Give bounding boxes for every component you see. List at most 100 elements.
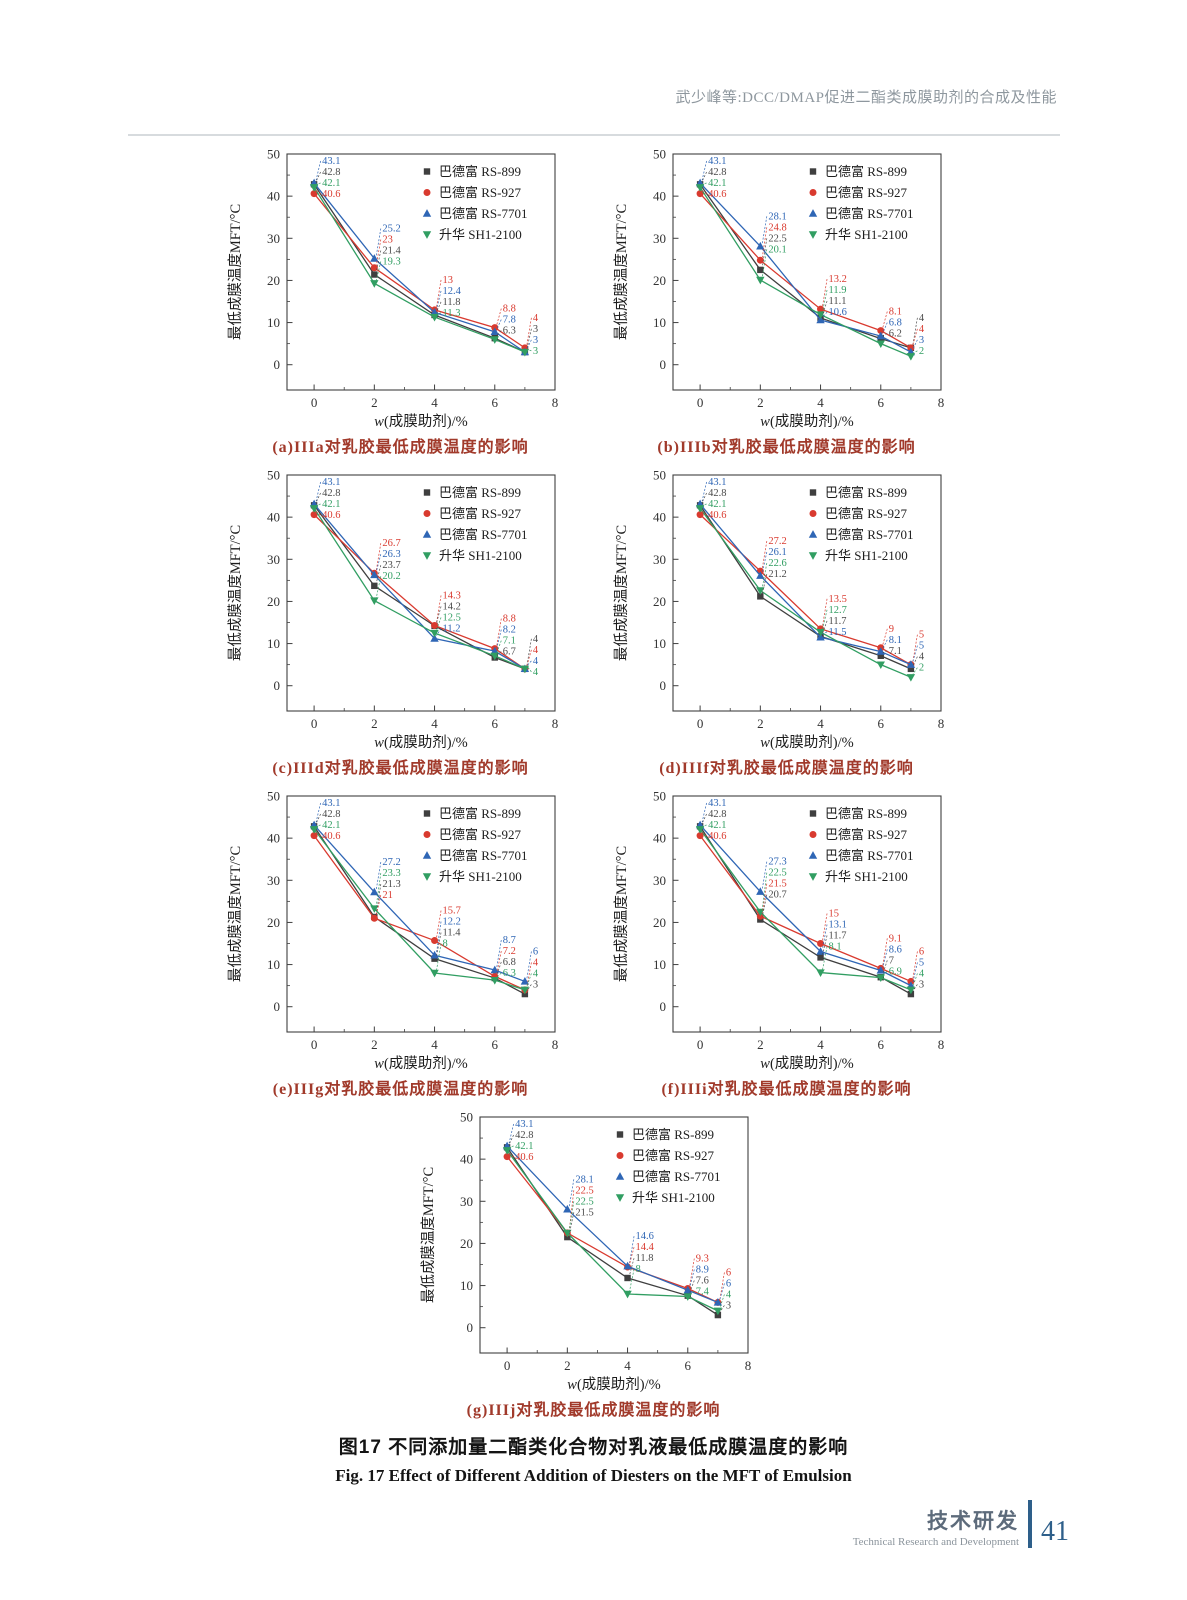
series-巴德富 RS-927	[310, 832, 528, 994]
line-chart-a: 0 10 20 30 40 50 0 2 4 6 8 w(成膜助剂)/% 最低成膜温度MFT/°C 43.…	[227, 147, 558, 431]
series-巴德富 RS-7701	[695, 499, 915, 668]
point-label: 2	[918, 663, 923, 674]
point-label: 20.2	[382, 571, 400, 582]
plot-box	[671, 474, 942, 712]
footer-section-zh: 技术研发	[927, 1510, 1019, 1533]
legend-label: 巴德富 RS-927	[825, 827, 907, 842]
legend-label: 升华 SH1-2100	[825, 227, 908, 242]
y-tick-label: 50	[267, 789, 280, 804]
point-label: 40.6	[708, 510, 726, 521]
point-label: 14.6	[635, 1231, 653, 1242]
point-label: 40.6	[322, 510, 340, 521]
y-tick-label: 10	[267, 315, 280, 330]
series-升华 SH1-2100	[695, 505, 915, 682]
point-label: 40.6	[708, 831, 726, 842]
point-label: 11.7	[828, 616, 846, 627]
caption-text: 对乳胶最低成膜温度的影响	[324, 1081, 529, 1098]
chart-row-4: 0 10 20 30 40 50 0 2 4 6 8 w(成膜助剂)/% 最低成膜温度MFT/°C 43.…	[410, 1105, 778, 1420]
point-label: 7.8	[502, 315, 515, 326]
point-label: 7	[888, 955, 893, 966]
series-巴德富 RS-927	[696, 832, 914, 985]
y-tick-label: 0	[273, 999, 280, 1014]
point-label: 11.8	[442, 297, 460, 308]
y-tick-label: 10	[653, 636, 666, 651]
caption-prefix: (a)	[272, 439, 294, 456]
point-label: 8.8	[502, 614, 515, 625]
y-axis-title: 最低成膜温度MFT/°C	[227, 525, 244, 661]
legend-label: 巴德富 RS-899	[439, 164, 521, 179]
x-tick-label: 0	[696, 716, 703, 731]
y-tick-label: 20	[653, 273, 666, 288]
point-label: 22.5	[768, 233, 786, 244]
legend: 巴德富 RS-899 巴德富 RS-927 巴德富 RS-7701 升华 SH1-21…	[422, 485, 527, 563]
point-label: 2	[918, 346, 923, 357]
point-label: 4	[532, 645, 538, 656]
y-tick-label: 40	[267, 189, 280, 204]
point-label: 13	[442, 275, 453, 286]
point-label: 11.9	[828, 285, 846, 296]
y-tick-label: 40	[267, 510, 280, 525]
point-label: 23.7	[382, 560, 400, 571]
x-axis-title: w(成膜助剂)/%	[374, 734, 467, 751]
point-label: 11.5	[828, 627, 846, 638]
legend-label: 巴德富 RS-927	[439, 506, 521, 521]
y-tick-label: 40	[267, 831, 280, 846]
plot-box	[285, 474, 556, 712]
x-tick-label: 0	[310, 1037, 317, 1052]
caption-prefix: (e)	[272, 1081, 294, 1098]
point-label: 24.8	[768, 222, 786, 233]
point-label: 43.1	[708, 798, 726, 809]
point-label: 21.2	[768, 569, 786, 580]
point-label: 5	[918, 957, 923, 968]
point-label: 6.9	[888, 966, 901, 977]
legend-label: 巴德富 RS-7701	[825, 206, 913, 221]
y-tick-label: 30	[653, 873, 666, 888]
x-axis-title: w(成膜助剂)/%	[760, 1055, 853, 1072]
x-tick-label: 4	[817, 716, 824, 731]
point-label: 21.4	[382, 246, 401, 257]
legend: 巴德富 RS-899 巴德富 RS-927 巴德富 RS-7701 升华 SH1-21…	[808, 164, 913, 242]
x-tick-label: 8	[937, 1037, 944, 1052]
y-tick-label: 20	[267, 594, 280, 609]
point-label: 6.8	[502, 957, 515, 968]
point-label: 3	[532, 324, 537, 335]
point-label: 42.1	[708, 820, 726, 831]
point-label: 8.1	[888, 635, 901, 646]
point-label: 4	[918, 313, 924, 324]
point-label: 3	[918, 335, 923, 346]
x-tick-label: 8	[937, 395, 944, 410]
point-label: 42.8	[708, 167, 726, 178]
point-label: 10.6	[828, 307, 846, 318]
legend: 巴德富 RS-899 巴德富 RS-927 巴德富 RS-7701 升华 SH1-21…	[422, 164, 527, 242]
x-axis-title: w(成膜助剂)/%	[374, 1055, 467, 1072]
legend-label: 巴德富 RS-927	[632, 1148, 714, 1163]
chart-figure-e: 0 10 20 30 40 50 0 2 4 6 8 w(成膜助剂)/% 最低成膜温度MFT/°C 43.…	[217, 784, 585, 1099]
legend-label: 巴德富 RS-927	[825, 185, 907, 200]
point-label: 6.3	[502, 968, 515, 979]
line-chart-b: 0 10 20 30 40 50 0 2 4 6 8 w(成膜助剂)/% 最低成膜温度MFT/°C 43.…	[613, 147, 944, 431]
point-label: 8.1	[828, 942, 841, 953]
point-label: 7.1	[888, 646, 901, 657]
legend-label: 巴德富 RS-7701	[632, 1169, 720, 1184]
chart-caption-f: (f)IIIi对乳胶最低成膜温度的影响	[661, 1075, 911, 1099]
point-label: 8.1	[888, 307, 901, 318]
series-升华 SH1-2100	[502, 1147, 722, 1316]
point-label: 20.7	[768, 890, 786, 901]
point-label: 28.1	[575, 1174, 593, 1185]
legend-label: 巴德富 RS-899	[825, 485, 907, 500]
series-升华 SH1-2100	[695, 826, 915, 995]
point-label: 4	[532, 634, 538, 645]
x-tick-label: 6	[684, 1358, 691, 1373]
line-chart-f: 0 10 20 30 40 50 0 2 4 6 8 w(成膜助剂)/% 最低成膜温度MFT/°C 43.…	[613, 789, 944, 1073]
y-tick-label: 0	[659, 357, 666, 372]
legend: 巴德富 RS-899 巴德富 RS-927 巴德富 RS-7701 升华 SH1-21…	[422, 806, 527, 884]
point-label: 11.4	[442, 928, 461, 939]
point-label: 42.8	[322, 167, 340, 178]
x-axis-title: w(成膜助剂)/%	[760, 413, 853, 430]
figure-title-zh: 图17 不同添加量二酯类化合物对乳液最低成膜温度的影响	[338, 1437, 849, 1458]
caption-text: 对乳胶最低成膜温度的影响	[711, 439, 916, 456]
x-tick-label: 2	[371, 395, 378, 410]
point-label: 21	[382, 890, 393, 901]
